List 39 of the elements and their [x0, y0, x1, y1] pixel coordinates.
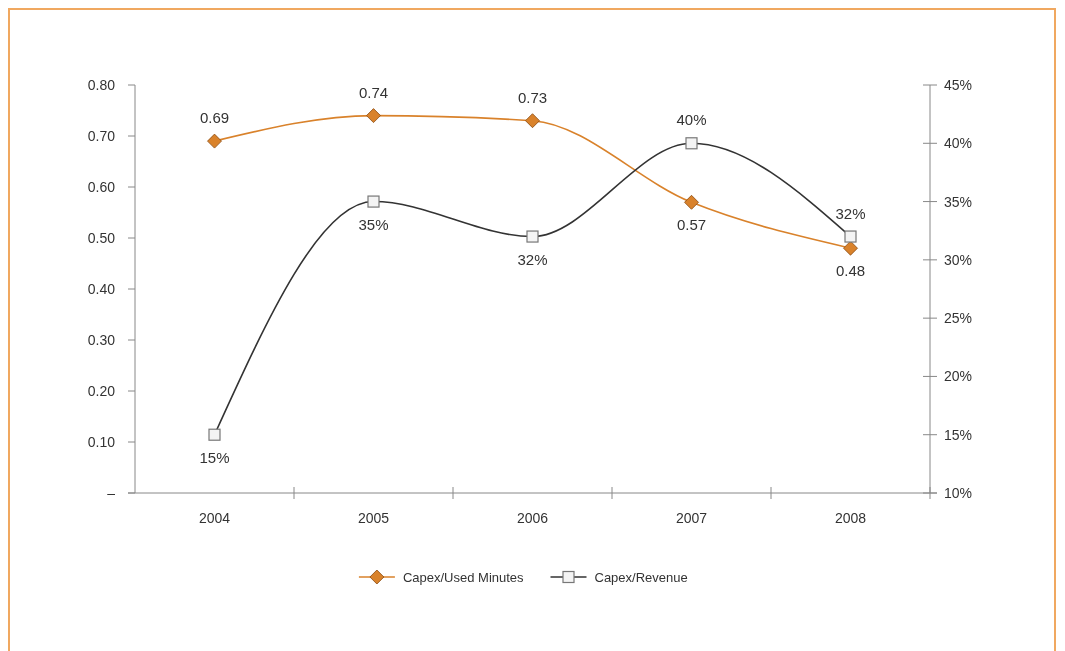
data-label: 15% [199, 448, 230, 466]
y-tick-label: 0.50 [87, 230, 116, 246]
data-label: 32% [517, 250, 548, 268]
data-label: 0.69 [199, 109, 230, 127]
y2-tick-label: 20% [944, 368, 973, 385]
point [207, 133, 222, 149]
data-label: 32% [835, 204, 866, 222]
data-label: 0.57 [676, 216, 707, 234]
y-tick-label: 0.10 [87, 434, 116, 450]
data-label: 0.73 [517, 88, 548, 106]
y2-tick-label: 15% [944, 426, 973, 443]
y-tick-label: 0.80 [87, 77, 116, 93]
point [525, 113, 540, 129]
x-tick-label: 2007 [675, 510, 708, 526]
x-tick-label: 2006 [516, 510, 549, 526]
point [843, 240, 858, 256]
point [684, 194, 699, 210]
y2-tick-label: 40% [944, 135, 973, 152]
legend-label: Capex/Used Minutes [402, 570, 525, 585]
y2-tick-label: 10% [944, 485, 973, 501]
data-label: 40% [676, 111, 707, 129]
y-tick-label: – [107, 485, 116, 501]
y-tick-label: 0.30 [87, 332, 116, 348]
y2-tick-label: 45% [944, 77, 973, 93]
y-tick-label: 0.20 [87, 383, 116, 399]
x-tick-label: 2004 [198, 510, 231, 526]
legend-label: Capex/Revenue [594, 570, 688, 585]
y-tick-label: 0.60 [87, 179, 116, 195]
y-tick-label: 0.70 [87, 128, 116, 144]
data-label: 0.74 [358, 83, 389, 101]
x-tick-label: 2005 [357, 510, 390, 526]
data-label: 35% [358, 215, 389, 233]
y2-tick-label: 30% [944, 251, 973, 268]
y2-tick-label: 35% [944, 193, 973, 210]
data-label: 0.48 [835, 262, 866, 280]
point [366, 108, 381, 123]
y2-tick-label: 25% [944, 310, 973, 327]
y-tick-label: 0.40 [87, 281, 116, 297]
x-tick-label: 2008 [834, 510, 867, 526]
